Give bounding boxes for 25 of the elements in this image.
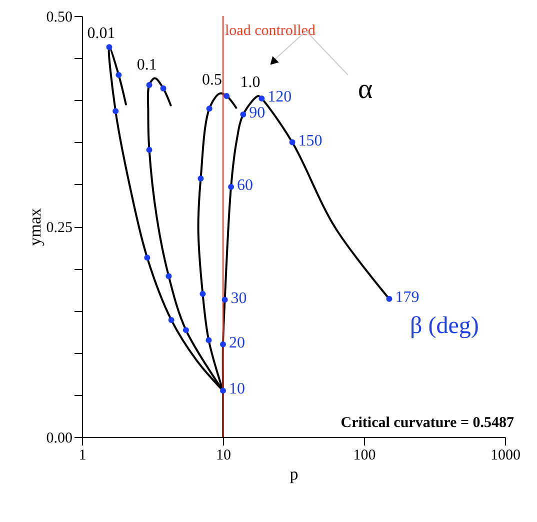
x-tick-label: 100: [353, 448, 376, 464]
annotation: 10: [229, 380, 245, 398]
x-axis-title: p: [290, 464, 298, 484]
x-tick-label: 10: [216, 448, 231, 464]
y-tick-label: 0.25: [46, 220, 72, 236]
annotation: Critical curvature = 0.5487: [340, 415, 514, 431]
y-tick-label: 0.50: [46, 10, 72, 26]
series-label: 0.1: [136, 56, 157, 74]
annotation: 20: [229, 334, 245, 352]
annotation: 150: [298, 132, 322, 150]
annotation: α: [358, 74, 373, 105]
legend-label: 1.0: [240, 74, 260, 91]
y-axis-title: ymax: [25, 208, 44, 246]
annotation: 30: [230, 290, 247, 307]
annotation: 179: [395, 288, 420, 306]
ref-line-label: load controlled: [225, 23, 316, 39]
x-tick-label: 1: [78, 448, 86, 464]
annotation: β (deg): [410, 313, 479, 339]
annotation: 60: [237, 176, 254, 194]
x-tick-label: 1000: [490, 448, 520, 464]
annotation: 90: [249, 104, 266, 122]
y-tick-label: 0.00: [46, 430, 72, 446]
series-label: 0.01: [87, 25, 116, 42]
annotation: 120: [268, 88, 292, 106]
series-label: 0.5: [202, 71, 222, 88]
